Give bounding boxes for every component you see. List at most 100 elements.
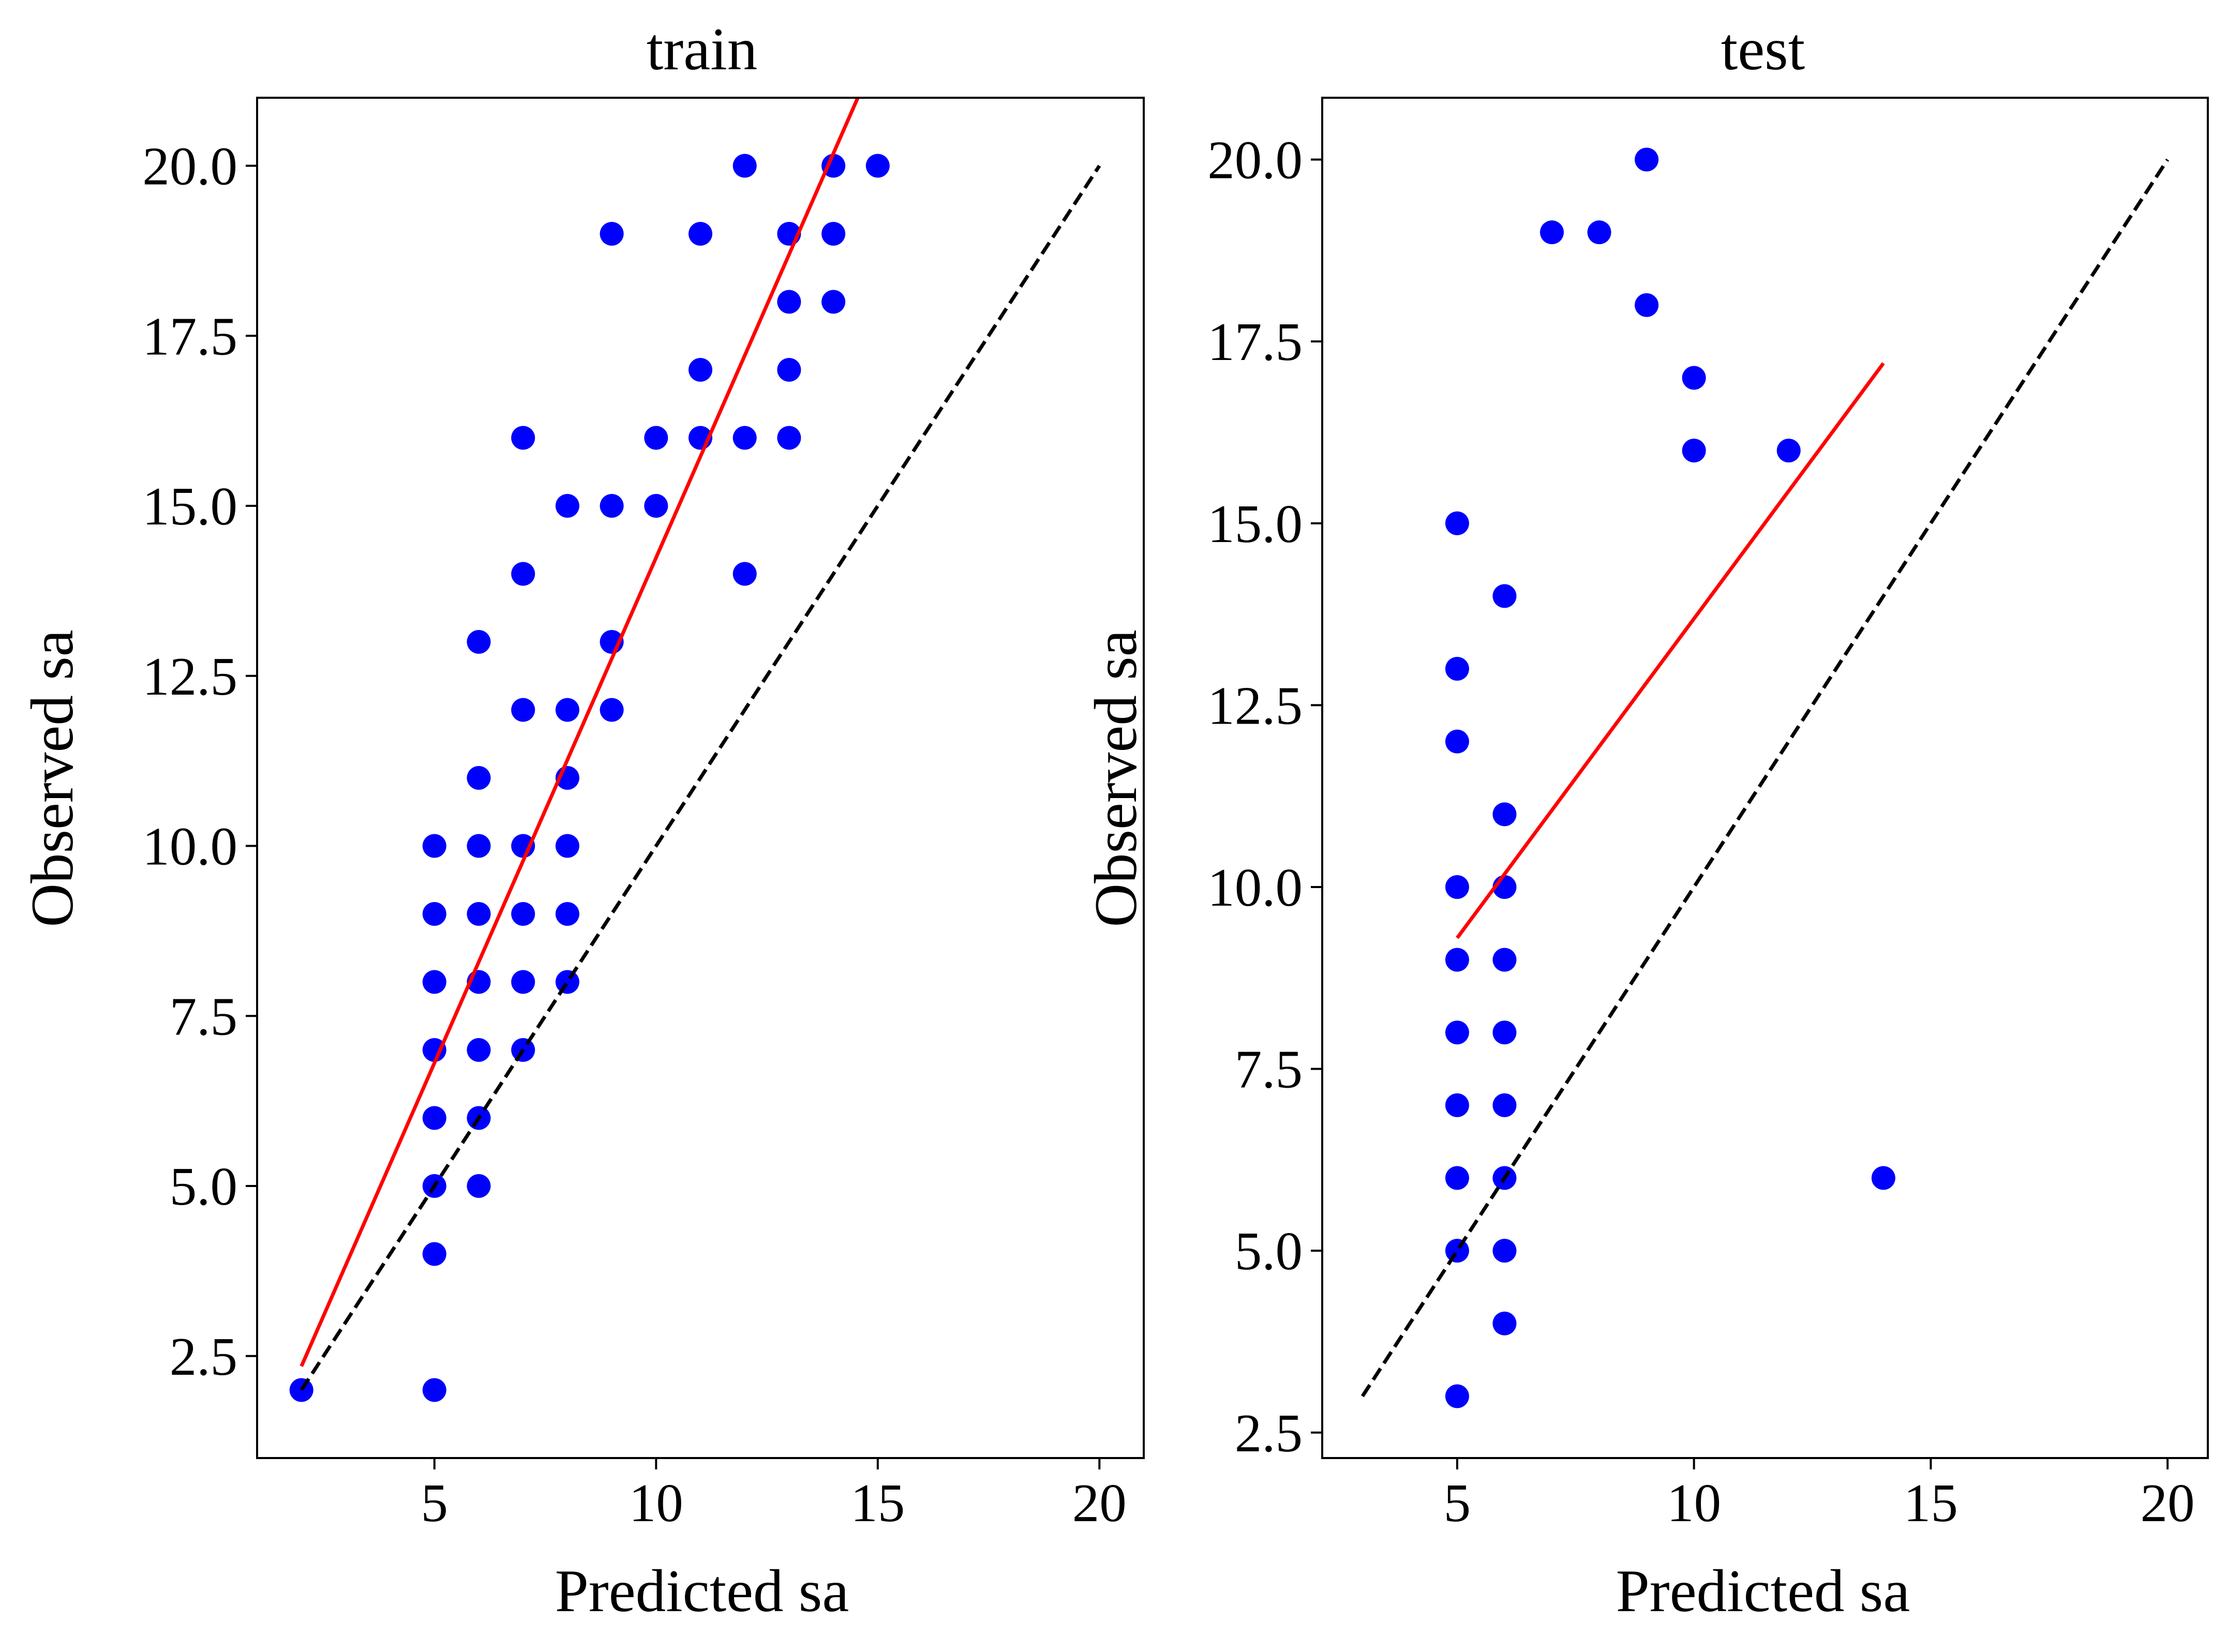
test-data-point: [1445, 511, 1469, 535]
train-data-point: [600, 698, 624, 722]
test-y-tick-label: 7.5: [1235, 1039, 1303, 1100]
test-data-point: [1540, 220, 1564, 245]
test-data-point: [1445, 1166, 1469, 1190]
train-data-point: [467, 766, 491, 790]
test-axes-frame: [1321, 97, 2209, 1459]
test-data-point: [1445, 1020, 1469, 1045]
train-axes-frame: [256, 97, 1145, 1459]
test-y-tick-label: 15.0: [1207, 493, 1303, 554]
test-y-tick-label: 5.0: [1235, 1221, 1303, 1281]
test-data-point: [1445, 1093, 1469, 1117]
train-data-point: [511, 970, 535, 994]
test-fit-line: [1456, 362, 1885, 939]
test-marks: [1360, 147, 2170, 1408]
train-data-point: [821, 154, 846, 178]
test-y-tick-label: 10.0: [1207, 857, 1303, 918]
train-data-point: [732, 154, 757, 178]
train-panel: train Predicted sa Observed sa 5 10 15 20 2.…: [19, 16, 1145, 1625]
train-data-point: [777, 290, 801, 314]
train-plot-area: 5 10 15 20 2.5 5.0 7.5 10.0 12.5 15.0 17.5 20.0: [142, 97, 1145, 1533]
train-data-point: [821, 290, 846, 314]
train-identity-line: [300, 164, 1101, 1391]
train-marks: [289, 98, 1101, 1402]
test-data-point: [1445, 1384, 1469, 1408]
train-data-point: [467, 1038, 491, 1062]
train-y-tick-label: 12.5: [142, 646, 237, 707]
train-data-point: [821, 222, 846, 246]
train-y-tick-label: 10.0: [142, 816, 237, 877]
train-data-point: [689, 222, 712, 246]
train-data-point: [422, 1242, 446, 1266]
train-data-point: [422, 834, 446, 858]
test-x-tick-label: 20: [2141, 1473, 2195, 1533]
train-x-tick-label: 15: [850, 1473, 905, 1533]
train-title: train: [647, 16, 757, 83]
train-data-point: [511, 562, 535, 586]
test-data-point: [1445, 729, 1469, 754]
test-data-point: [1492, 1311, 1517, 1335]
train-data-point: [689, 358, 712, 382]
test-data-point: [1635, 147, 1659, 172]
test-y-tick-label: 2.5: [1235, 1403, 1303, 1463]
train-data-point: [467, 630, 491, 654]
test-title: test: [1721, 16, 1805, 83]
train-data-point: [777, 426, 801, 450]
train-y-tick-label: 7.5: [170, 986, 237, 1046]
test-y-tick-label: 17.5: [1207, 311, 1303, 372]
train-data-point: [644, 426, 668, 450]
test-data-point: [1635, 293, 1659, 317]
test-plot-area: 5 10 15 20 2.5 5.0 7.5 10.0 12.5 15.0 17.5 20.0: [1207, 97, 2209, 1533]
test-y-axis-label: Observed sa: [1083, 629, 1149, 927]
train-data-point: [422, 902, 446, 926]
test-data-point: [1492, 1093, 1517, 1117]
train-y-tick-label: 15.0: [142, 476, 237, 536]
train-data-point: [600, 222, 624, 246]
train-data-point: [467, 902, 491, 926]
test-data-point: [1445, 657, 1469, 681]
train-data-point: [511, 834, 535, 858]
train-data-point: [644, 494, 668, 518]
train-data-point: [555, 970, 579, 994]
train-data-point: [511, 698, 535, 722]
train-y-axis-label: Observed sa: [19, 629, 86, 927]
test-data-point: [1682, 439, 1706, 463]
train-data-point: [865, 154, 890, 178]
test-data-point: [1871, 1166, 1895, 1190]
train-data-point: [555, 494, 579, 518]
train-y-tick-label: 5.0: [170, 1156, 237, 1217]
train-y-tick-label: 20.0: [142, 136, 237, 197]
test-y-tick-label: 12.5: [1207, 675, 1303, 735]
train-fit-line: [300, 98, 860, 1367]
train-y-tick-label: 2.5: [170, 1326, 237, 1387]
test-x-tick-label: 5: [1444, 1473, 1471, 1533]
test-identity-line: [1360, 158, 2170, 1398]
train-x-tick-label: 20: [1072, 1473, 1127, 1533]
train-data-point: [511, 902, 535, 926]
train-x-axis-label: Predicted sa: [555, 1558, 849, 1625]
train-data-point: [732, 562, 757, 586]
train-data-point: [600, 494, 624, 518]
test-data-point: [1682, 366, 1706, 390]
train-data-point: [732, 426, 757, 450]
test-x-tick-label: 15: [1904, 1473, 1958, 1533]
test-data-point: [1492, 948, 1517, 972]
train-data-point: [422, 970, 446, 994]
train-data-point: [555, 698, 579, 722]
train-x-tick-label: 10: [629, 1473, 683, 1533]
train-x-tick-label: 5: [421, 1473, 448, 1533]
train-data-point: [511, 426, 535, 450]
train-data-point: [422, 1106, 446, 1130]
train-data-point: [555, 902, 579, 926]
test-x-axis-label: Predicted sa: [1616, 1558, 1910, 1625]
train-data-point: [467, 1174, 491, 1198]
test-data-point: [1776, 439, 1801, 463]
test-data-point: [1492, 584, 1517, 608]
test-data-point: [1445, 875, 1469, 899]
test-data-point: [1445, 948, 1469, 972]
train-data-point: [777, 358, 801, 382]
test-data-point: [1492, 1020, 1517, 1045]
train-data-point: [422, 1378, 446, 1402]
test-y-tick-label: 20.0: [1207, 130, 1303, 190]
train-data-point: [467, 834, 491, 858]
